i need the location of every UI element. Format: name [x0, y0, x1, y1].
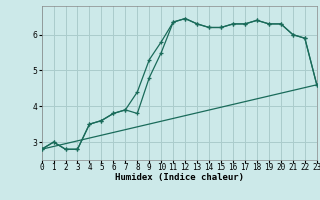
X-axis label: Humidex (Indice chaleur): Humidex (Indice chaleur) [115, 173, 244, 182]
